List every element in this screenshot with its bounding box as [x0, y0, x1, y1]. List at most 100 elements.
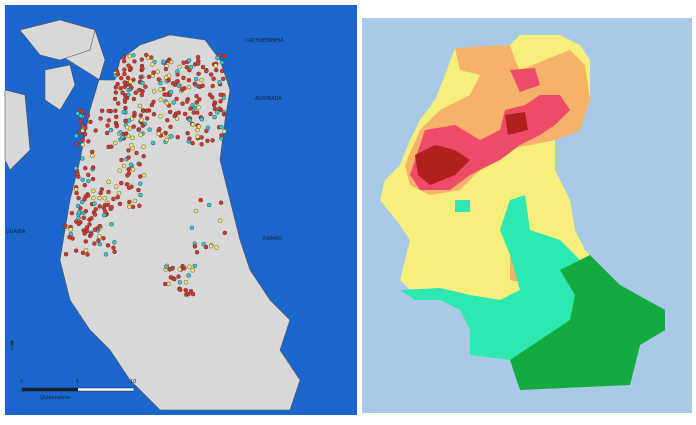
- point-marker: [99, 187, 105, 192]
- point-marker: [143, 84, 148, 89]
- point-marker: [116, 190, 122, 196]
- point-marker: [131, 53, 136, 58]
- point-marker: [83, 208, 89, 214]
- point-marker: [181, 60, 186, 65]
- point-markers: [62, 52, 228, 297]
- point-marker: [204, 68, 209, 74]
- point-marker: [175, 79, 180, 84]
- point-marker: [199, 142, 204, 147]
- point-marker: [138, 192, 143, 198]
- point-marker: [76, 215, 81, 221]
- point-marker: [117, 168, 122, 173]
- point-marker: [218, 200, 224, 205]
- point-marker: [164, 92, 169, 97]
- point-marker: [97, 234, 102, 239]
- point-marker: [165, 58, 171, 64]
- point-marker: [85, 252, 90, 257]
- point-marker: [219, 60, 225, 65]
- point-marker: [176, 110, 181, 115]
- point-marker: [131, 96, 137, 102]
- point-marker: [158, 114, 163, 119]
- point-marker: [165, 118, 170, 123]
- point-marker: [132, 59, 137, 64]
- point-marker: [172, 113, 177, 119]
- point-marker: [125, 75, 131, 81]
- point-marker: [101, 212, 107, 218]
- point-marker: [126, 167, 131, 172]
- point-marker: [76, 221, 81, 227]
- point-marker: [120, 90, 125, 95]
- point-marker: [127, 204, 132, 210]
- point-marker: [82, 132, 88, 137]
- point-marker: [178, 287, 183, 293]
- point-marker: [218, 92, 223, 97]
- point-marker: [130, 204, 136, 210]
- point-marker: [104, 130, 110, 136]
- point-marker: [90, 149, 95, 155]
- point-marker: [218, 99, 223, 104]
- point-marker: [102, 195, 107, 201]
- point-marker: [195, 55, 201, 60]
- point-marker: [74, 141, 79, 147]
- point-marker: [136, 187, 141, 193]
- point-marker: [205, 125, 211, 130]
- point-marker: [67, 235, 72, 240]
- point-marker: [92, 201, 97, 206]
- point-marker: [181, 75, 186, 81]
- point-marker: [214, 245, 219, 250]
- point-marker: [182, 86, 187, 91]
- density-very-high: [415, 145, 470, 185]
- point-marker: [190, 103, 195, 108]
- point-marker: [108, 127, 114, 133]
- point-marker: [176, 274, 181, 279]
- point-marker: [126, 148, 131, 153]
- point-marker: [114, 184, 119, 189]
- point-marker: [132, 110, 137, 116]
- point-marker: [150, 62, 155, 67]
- point-marker: [75, 111, 80, 116]
- point-marker: [146, 74, 152, 80]
- point-marker: [193, 208, 199, 214]
- point-marker: [92, 227, 98, 232]
- point-marker: [141, 172, 147, 178]
- point-marker: [133, 90, 139, 95]
- point-marker: [105, 243, 111, 248]
- density-very-high: [505, 112, 528, 135]
- point-marker: [212, 106, 218, 112]
- point-marker: [156, 131, 161, 136]
- point-marker: [97, 195, 102, 201]
- point-marker: [163, 281, 168, 287]
- point-marker: [156, 77, 161, 82]
- point-marker: [117, 201, 123, 207]
- point-marker: [144, 116, 150, 121]
- point-marker: [132, 198, 138, 204]
- point-marker: [76, 195, 81, 201]
- point-marker: [180, 101, 185, 106]
- point-marker: [125, 173, 130, 178]
- point-marker: [74, 133, 79, 139]
- point-marker: [119, 75, 124, 81]
- point-marker: [213, 63, 218, 68]
- point-marker: [195, 61, 201, 66]
- point-marker: [84, 228, 90, 234]
- point-marker: [80, 109, 85, 114]
- point-marker: [149, 55, 154, 60]
- point-marker: [215, 55, 220, 61]
- point-marker: [92, 241, 97, 246]
- point-marker: [189, 225, 195, 230]
- point-marker: [144, 52, 149, 58]
- point-marker: [80, 250, 86, 256]
- point-marker: [115, 101, 121, 106]
- point-marker: [126, 63, 131, 68]
- point-marker: [191, 110, 197, 115]
- point-marker: [138, 174, 143, 179]
- point-marker: [220, 68, 225, 74]
- point-marker: [121, 109, 126, 115]
- point-marker: [158, 87, 163, 92]
- point-marker: [73, 248, 79, 253]
- point-marker: [120, 135, 125, 140]
- point-marker: [186, 58, 192, 63]
- point-marker: [90, 153, 95, 158]
- scale-tick-label: 5: [76, 379, 79, 385]
- point-marker: [184, 99, 190, 104]
